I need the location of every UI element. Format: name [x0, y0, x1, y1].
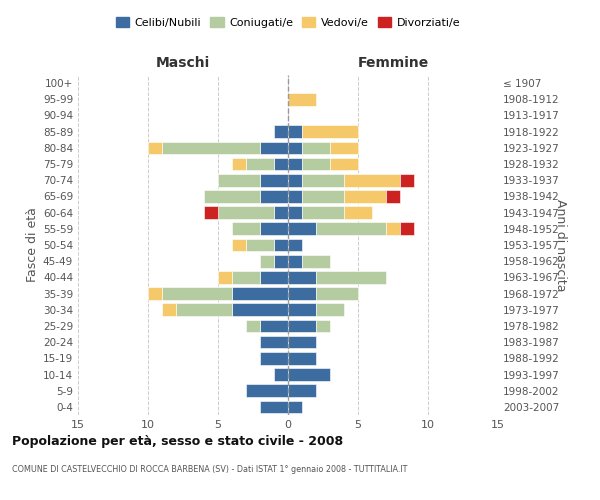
Bar: [302, 190, 344, 202]
Bar: [288, 142, 302, 154]
Text: Maschi: Maschi: [156, 56, 210, 70]
Bar: [274, 368, 288, 381]
Bar: [288, 352, 316, 364]
Bar: [344, 174, 400, 186]
Bar: [274, 238, 288, 252]
Y-axis label: Fasce di età: Fasce di età: [26, 208, 39, 282]
Bar: [260, 271, 288, 283]
Bar: [274, 206, 288, 219]
Bar: [288, 400, 302, 413]
Bar: [162, 288, 232, 300]
Bar: [246, 158, 274, 170]
Bar: [302, 255, 330, 268]
Bar: [288, 222, 316, 235]
Bar: [386, 222, 400, 235]
Bar: [288, 271, 316, 283]
Bar: [260, 352, 288, 364]
Bar: [232, 271, 260, 283]
Bar: [260, 190, 288, 202]
Bar: [260, 142, 288, 154]
Bar: [288, 336, 316, 348]
Bar: [288, 304, 316, 316]
Bar: [274, 126, 288, 138]
Bar: [330, 142, 358, 154]
Bar: [260, 174, 288, 186]
Bar: [288, 255, 302, 268]
Bar: [232, 304, 288, 316]
Bar: [232, 238, 246, 252]
Bar: [302, 158, 330, 170]
Bar: [316, 271, 386, 283]
Bar: [232, 158, 246, 170]
Bar: [218, 271, 232, 283]
Bar: [246, 320, 260, 332]
Bar: [302, 206, 344, 219]
Bar: [302, 126, 358, 138]
Bar: [274, 158, 288, 170]
Bar: [288, 384, 316, 397]
Bar: [344, 190, 386, 202]
Text: COMUNE DI CASTELVECCHIO DI ROCCA BARBENA (SV) - Dati ISTAT 1° gennaio 2008 - TUT: COMUNE DI CASTELVECCHIO DI ROCCA BARBENA…: [12, 465, 407, 474]
Bar: [288, 126, 302, 138]
Bar: [288, 288, 316, 300]
Bar: [288, 93, 316, 106]
Bar: [288, 368, 330, 381]
Bar: [288, 238, 302, 252]
Bar: [218, 174, 260, 186]
Bar: [232, 288, 288, 300]
Bar: [260, 336, 288, 348]
Bar: [260, 320, 288, 332]
Bar: [316, 304, 344, 316]
Bar: [260, 222, 288, 235]
Bar: [148, 288, 162, 300]
Bar: [260, 255, 274, 268]
Bar: [316, 222, 386, 235]
Y-axis label: Anni di nascita: Anni di nascita: [554, 198, 566, 291]
Bar: [148, 142, 162, 154]
Bar: [400, 174, 414, 186]
Bar: [232, 222, 260, 235]
Bar: [162, 142, 260, 154]
Bar: [204, 190, 260, 202]
Bar: [330, 158, 358, 170]
Bar: [176, 304, 232, 316]
Bar: [162, 304, 176, 316]
Bar: [260, 400, 288, 413]
Bar: [288, 320, 316, 332]
Bar: [400, 222, 414, 235]
Text: Popolazione per età, sesso e stato civile - 2008: Popolazione per età, sesso e stato civil…: [12, 435, 343, 448]
Bar: [386, 190, 400, 202]
Bar: [316, 320, 330, 332]
Bar: [218, 206, 274, 219]
Bar: [246, 384, 288, 397]
Bar: [204, 206, 218, 219]
Bar: [274, 255, 288, 268]
Text: Femmine: Femmine: [358, 56, 428, 70]
Legend: Celibi/Nubili, Coniugati/e, Vedovi/e, Divorziati/e: Celibi/Nubili, Coniugati/e, Vedovi/e, Di…: [112, 12, 464, 32]
Bar: [344, 206, 372, 219]
Bar: [288, 206, 302, 219]
Bar: [288, 158, 302, 170]
Bar: [288, 174, 302, 186]
Bar: [316, 288, 358, 300]
Bar: [302, 174, 344, 186]
Bar: [246, 238, 274, 252]
Bar: [288, 190, 302, 202]
Bar: [302, 142, 330, 154]
